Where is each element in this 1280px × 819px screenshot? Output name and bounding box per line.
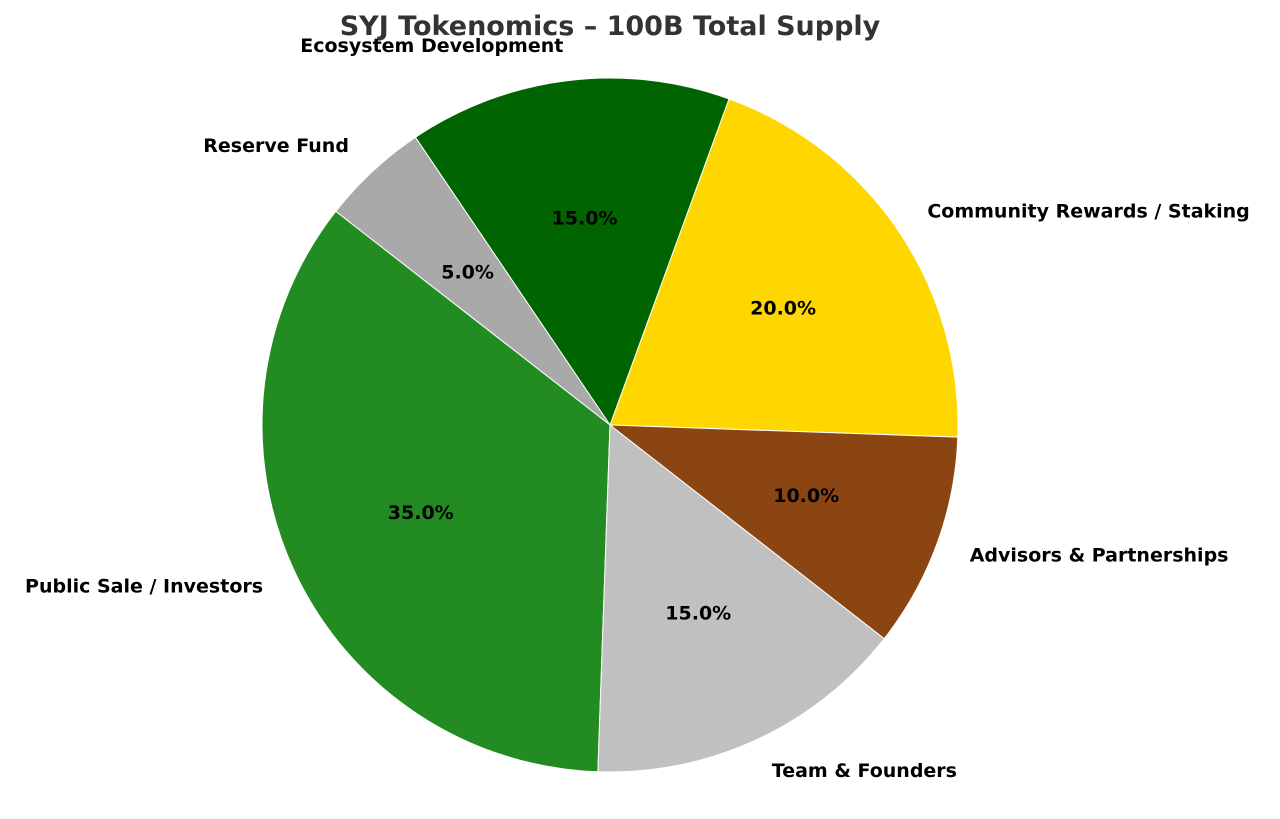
pie-slice-public-sale-investors: [261, 210, 611, 773]
category-label-public-sale-investors: Public Sale / Investors: [25, 575, 263, 597]
category-label-community-rewards-staking: Community Rewards / Staking: [927, 201, 1249, 223]
percent-label-team-founders: 15.0%: [665, 603, 731, 625]
pie-slice-community-rewards-staking: [609, 98, 959, 438]
chart-title: SYJ Tokenomics – 100B Total Supply: [340, 11, 881, 42]
pie-slice-advisors-partnerships: [608, 424, 959, 640]
category-label-advisors-partnerships: Advisors & Partnerships: [970, 545, 1229, 567]
category-label-reserve-fund: Reserve Fund: [203, 135, 349, 157]
percent-label-public-sale-investors: 35.0%: [388, 502, 454, 524]
percent-label-advisors-partnerships: 10.0%: [773, 485, 839, 507]
pie-slices: [261, 77, 959, 773]
percent-label-reserve-fund: 5.0%: [441, 262, 494, 284]
percent-label-ecosystem-development: 15.0%: [552, 207, 618, 229]
pie-slice-ecosystem-development: [414, 77, 730, 427]
category-labels: Community Rewards / Staking Ecosystem Dev…: [25, 35, 1250, 782]
category-label-team-founders: Team & Founders: [772, 760, 957, 782]
percent-labels: 20.0% 15.0% 5.0% 35.0% 15.0% 10.0%: [388, 207, 839, 624]
pie-slice-team-founders: [597, 424, 885, 773]
percent-label-community-rewards-staking: 20.0%: [750, 298, 816, 320]
category-label-ecosystem-development: Ecosystem Development: [300, 35, 563, 57]
